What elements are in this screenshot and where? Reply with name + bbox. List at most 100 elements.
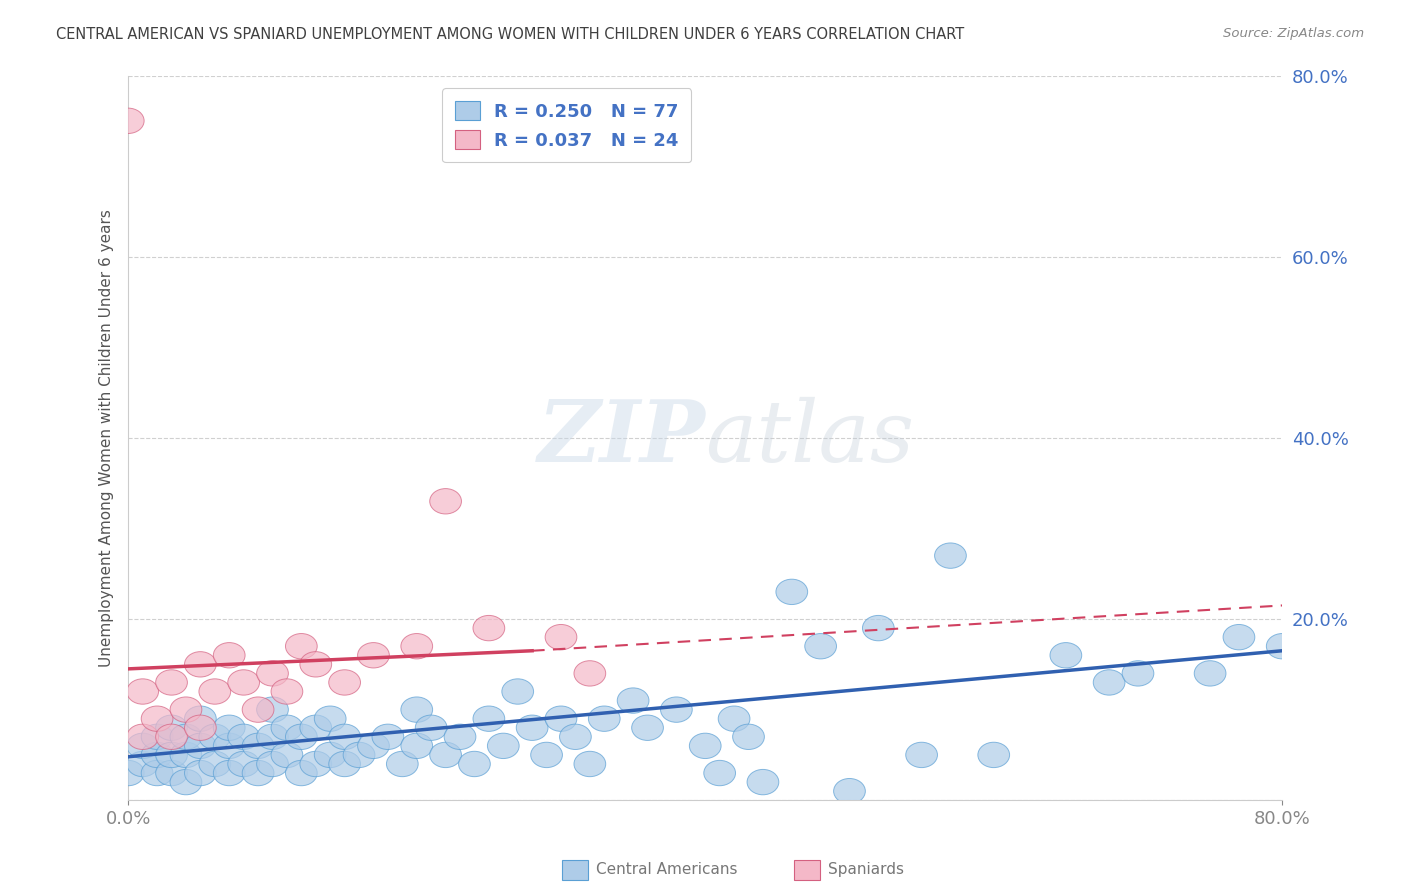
Ellipse shape <box>1194 661 1226 686</box>
Ellipse shape <box>198 724 231 749</box>
Ellipse shape <box>472 615 505 640</box>
Ellipse shape <box>257 661 288 686</box>
Ellipse shape <box>488 733 519 758</box>
Ellipse shape <box>704 760 735 786</box>
Ellipse shape <box>242 760 274 786</box>
Ellipse shape <box>156 724 187 749</box>
Ellipse shape <box>401 697 433 723</box>
Ellipse shape <box>546 624 576 650</box>
Ellipse shape <box>170 770 202 795</box>
Ellipse shape <box>329 724 360 749</box>
Text: Spaniards: Spaniards <box>828 863 904 877</box>
Ellipse shape <box>127 679 159 704</box>
Ellipse shape <box>430 489 461 514</box>
Ellipse shape <box>285 760 318 786</box>
Ellipse shape <box>1050 642 1081 668</box>
Ellipse shape <box>156 715 187 740</box>
Ellipse shape <box>271 679 302 704</box>
Ellipse shape <box>357 642 389 668</box>
Ellipse shape <box>228 724 260 749</box>
Ellipse shape <box>170 697 202 723</box>
Ellipse shape <box>472 706 505 731</box>
Ellipse shape <box>430 742 461 768</box>
Ellipse shape <box>315 706 346 731</box>
Ellipse shape <box>285 724 318 749</box>
Ellipse shape <box>661 697 692 723</box>
Ellipse shape <box>228 670 260 695</box>
Ellipse shape <box>112 760 145 786</box>
Ellipse shape <box>141 760 173 786</box>
Ellipse shape <box>747 770 779 795</box>
Ellipse shape <box>257 697 288 723</box>
Ellipse shape <box>214 760 245 786</box>
Ellipse shape <box>156 742 187 768</box>
Ellipse shape <box>141 742 173 768</box>
Ellipse shape <box>127 724 159 749</box>
Ellipse shape <box>458 751 491 777</box>
Ellipse shape <box>415 715 447 740</box>
Ellipse shape <box>516 715 548 740</box>
Ellipse shape <box>156 670 187 695</box>
Ellipse shape <box>387 751 418 777</box>
Ellipse shape <box>127 733 159 758</box>
Ellipse shape <box>588 706 620 731</box>
Ellipse shape <box>574 661 606 686</box>
Ellipse shape <box>257 724 288 749</box>
Ellipse shape <box>560 724 592 749</box>
Ellipse shape <box>228 751 260 777</box>
Ellipse shape <box>299 715 332 740</box>
Ellipse shape <box>285 633 318 659</box>
Ellipse shape <box>184 706 217 731</box>
Text: atlas: atlas <box>706 397 914 479</box>
Ellipse shape <box>315 742 346 768</box>
Ellipse shape <box>776 579 807 605</box>
Ellipse shape <box>343 742 375 768</box>
Ellipse shape <box>935 543 966 568</box>
Ellipse shape <box>329 670 360 695</box>
Ellipse shape <box>198 679 231 704</box>
Ellipse shape <box>401 633 433 659</box>
Text: Central Americans: Central Americans <box>596 863 738 877</box>
Ellipse shape <box>214 715 245 740</box>
Ellipse shape <box>198 751 231 777</box>
Ellipse shape <box>156 760 187 786</box>
Ellipse shape <box>184 733 217 758</box>
Ellipse shape <box>242 697 274 723</box>
Ellipse shape <box>127 751 159 777</box>
Text: ZIP: ZIP <box>537 396 706 480</box>
Ellipse shape <box>299 751 332 777</box>
Y-axis label: Unemployment Among Women with Children Under 6 years: Unemployment Among Women with Children U… <box>100 209 114 667</box>
Ellipse shape <box>170 742 202 768</box>
Ellipse shape <box>329 751 360 777</box>
Ellipse shape <box>1267 633 1298 659</box>
Text: Source: ZipAtlas.com: Source: ZipAtlas.com <box>1223 27 1364 40</box>
Ellipse shape <box>257 751 288 777</box>
Ellipse shape <box>401 733 433 758</box>
Ellipse shape <box>357 733 389 758</box>
Ellipse shape <box>444 724 475 749</box>
Ellipse shape <box>574 751 606 777</box>
Ellipse shape <box>834 779 865 804</box>
Ellipse shape <box>502 679 534 704</box>
Ellipse shape <box>1122 661 1154 686</box>
Ellipse shape <box>718 706 749 731</box>
Ellipse shape <box>1094 670 1125 695</box>
Ellipse shape <box>804 633 837 659</box>
Ellipse shape <box>1223 624 1254 650</box>
Ellipse shape <box>170 724 202 749</box>
Ellipse shape <box>299 652 332 677</box>
Ellipse shape <box>184 760 217 786</box>
Ellipse shape <box>862 615 894 640</box>
Ellipse shape <box>141 724 173 749</box>
Ellipse shape <box>733 724 765 749</box>
Ellipse shape <box>112 108 145 134</box>
Ellipse shape <box>271 715 302 740</box>
Ellipse shape <box>373 724 404 749</box>
Ellipse shape <box>184 715 217 740</box>
Ellipse shape <box>141 706 173 731</box>
Ellipse shape <box>617 688 650 714</box>
Ellipse shape <box>530 742 562 768</box>
Ellipse shape <box>271 742 302 768</box>
Text: CENTRAL AMERICAN VS SPANIARD UNEMPLOYMENT AMONG WOMEN WITH CHILDREN UNDER 6 YEAR: CENTRAL AMERICAN VS SPANIARD UNEMPLOYMEN… <box>56 27 965 42</box>
Ellipse shape <box>184 652 217 677</box>
